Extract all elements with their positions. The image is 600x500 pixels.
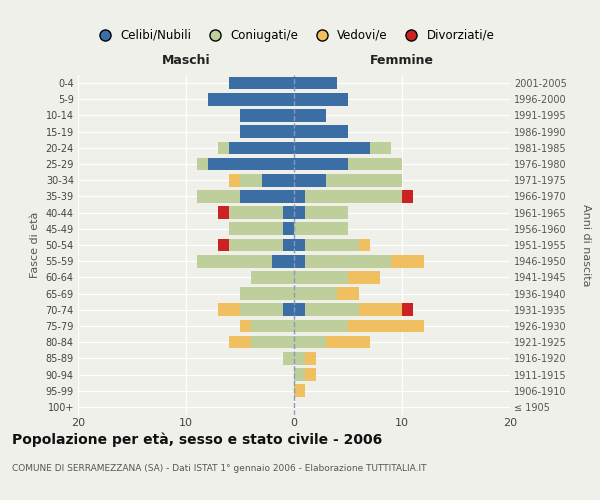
Bar: [218, 304, 240, 316]
Bar: [402, 190, 413, 202]
Bar: [294, 255, 305, 268]
Bar: [305, 206, 348, 219]
Bar: [218, 142, 229, 154]
Text: Maschi: Maschi: [161, 54, 211, 67]
Bar: [240, 109, 294, 122]
Bar: [262, 174, 294, 186]
Bar: [218, 238, 229, 252]
Bar: [197, 158, 208, 170]
Bar: [294, 271, 348, 283]
Bar: [283, 222, 294, 235]
Y-axis label: Anni di nascita: Anni di nascita: [581, 204, 591, 286]
Bar: [294, 77, 337, 90]
Text: Femmine: Femmine: [370, 54, 434, 67]
Bar: [208, 93, 294, 106]
Bar: [337, 288, 359, 300]
Bar: [229, 77, 294, 90]
Y-axis label: Fasce di età: Fasce di età: [30, 212, 40, 278]
Legend: Celibi/Nubili, Coniugati/e, Vedovi/e, Divorziati/e: Celibi/Nubili, Coniugati/e, Vedovi/e, Di…: [91, 26, 497, 44]
Bar: [294, 158, 348, 170]
Bar: [240, 126, 294, 138]
Bar: [348, 320, 424, 332]
Bar: [283, 206, 294, 219]
Bar: [283, 238, 294, 252]
Bar: [197, 255, 272, 268]
Bar: [294, 174, 326, 186]
Bar: [294, 368, 305, 381]
Bar: [229, 238, 283, 252]
Bar: [305, 238, 359, 252]
Bar: [197, 190, 240, 202]
Bar: [240, 304, 283, 316]
Bar: [240, 288, 294, 300]
Bar: [359, 304, 402, 316]
Bar: [251, 336, 294, 348]
Bar: [251, 320, 294, 332]
Text: Popolazione per età, sesso e stato civile - 2006: Popolazione per età, sesso e stato civil…: [12, 432, 382, 447]
Bar: [294, 320, 348, 332]
Bar: [240, 174, 262, 186]
Bar: [305, 352, 316, 364]
Bar: [305, 368, 316, 381]
Bar: [229, 222, 283, 235]
Bar: [294, 288, 337, 300]
Text: COMUNE DI SERRAMEZZANA (SA) - Dati ISTAT 1° gennaio 2006 - Elaborazione TUTTITAL: COMUNE DI SERRAMEZZANA (SA) - Dati ISTAT…: [12, 464, 427, 473]
Bar: [240, 190, 294, 202]
Bar: [251, 271, 294, 283]
Bar: [294, 126, 348, 138]
Bar: [294, 206, 305, 219]
Bar: [229, 336, 251, 348]
Bar: [294, 109, 326, 122]
Bar: [294, 352, 305, 364]
Bar: [348, 158, 402, 170]
Bar: [294, 142, 370, 154]
Bar: [305, 255, 391, 268]
Bar: [294, 336, 326, 348]
Bar: [305, 190, 402, 202]
Bar: [208, 158, 294, 170]
Bar: [283, 352, 294, 364]
Bar: [359, 238, 370, 252]
Bar: [229, 206, 283, 219]
Bar: [294, 304, 305, 316]
Bar: [272, 255, 294, 268]
Bar: [294, 190, 305, 202]
Bar: [305, 304, 359, 316]
Bar: [348, 271, 380, 283]
Bar: [294, 222, 348, 235]
Bar: [240, 320, 251, 332]
Bar: [283, 304, 294, 316]
Bar: [294, 93, 348, 106]
Bar: [370, 142, 391, 154]
Bar: [402, 304, 413, 316]
Bar: [218, 206, 229, 219]
Bar: [391, 255, 424, 268]
Bar: [326, 336, 370, 348]
Bar: [229, 174, 240, 186]
Bar: [294, 384, 305, 397]
Bar: [294, 238, 305, 252]
Bar: [326, 174, 402, 186]
Bar: [229, 142, 294, 154]
